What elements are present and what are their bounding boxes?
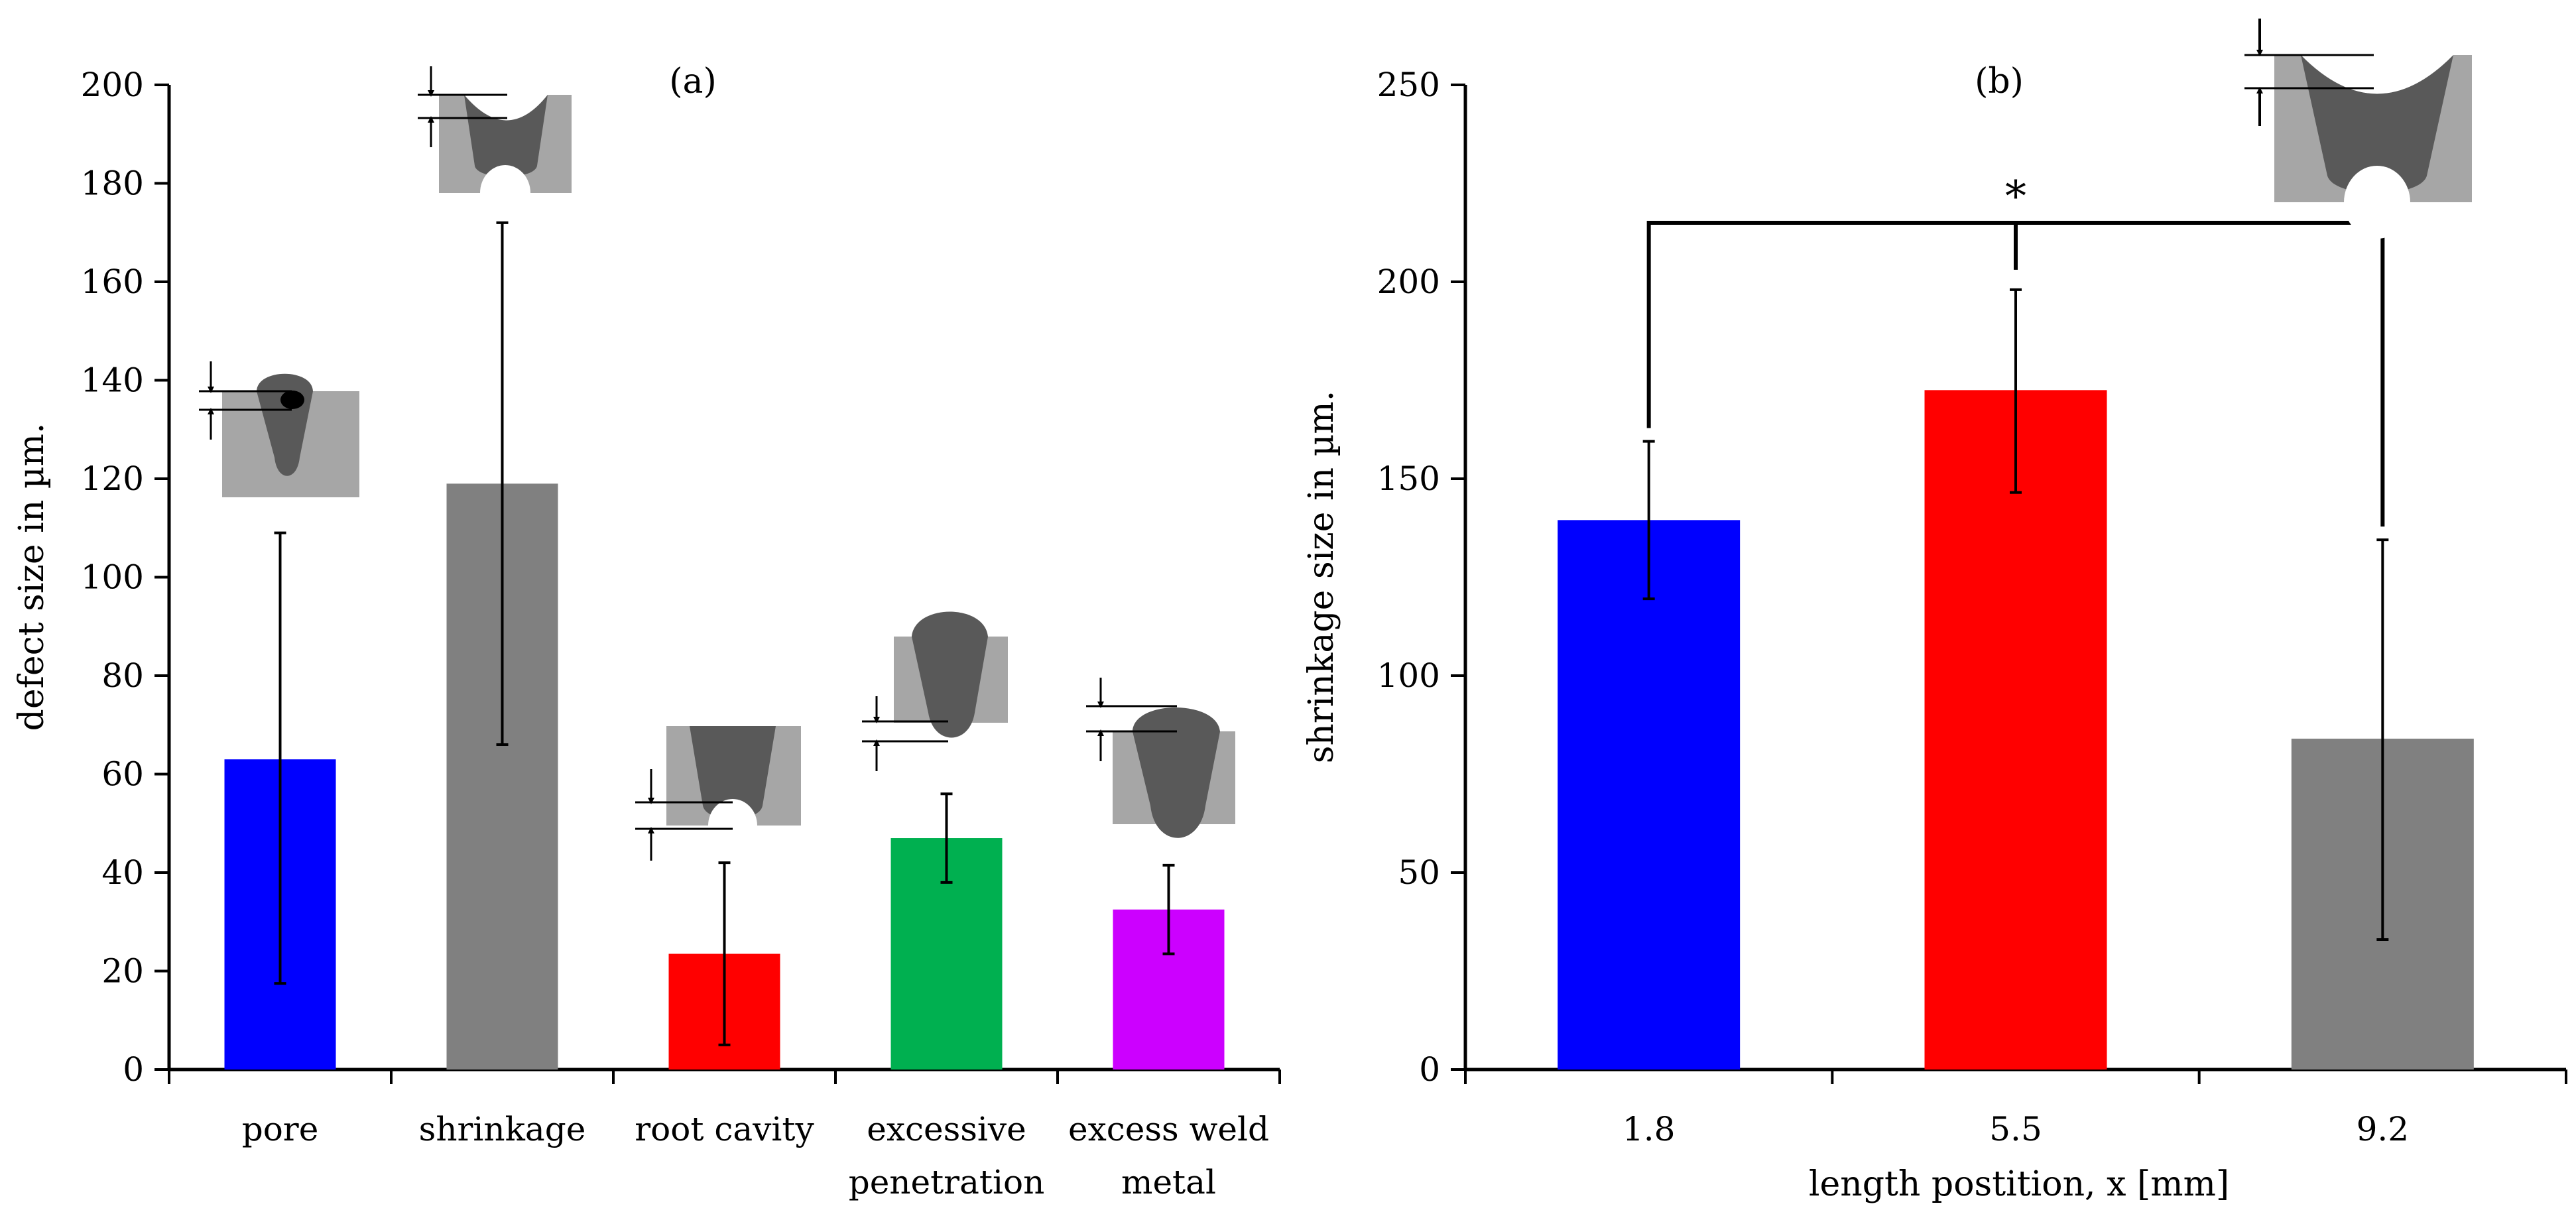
chart-b-y-ticks: 0 50 100 150 200 250 (1377, 66, 1465, 1089)
chart-b-error-bar-1 (2010, 288, 2022, 494)
chart-b-panel-label: (b) (1975, 62, 2024, 101)
chart-a-y-tick-label-5: 100 (81, 558, 144, 597)
chart-a-x-tick-label-1: shrinkage (419, 1110, 586, 1148)
shrinkage-schematic-icon (418, 66, 572, 221)
chart-b-x-tick-label-1: 5.5 (1989, 1110, 2042, 1148)
chart-a-y-tick-label-2: 40 (101, 853, 144, 892)
chart-a-y-tick-label-10: 200 (81, 66, 144, 104)
chart-a-error-bar-0 (274, 531, 286, 985)
chart-b-error-bar-0 (1642, 440, 1655, 601)
chart-b-x-tick-labels: 1.8 5.5 9.2 (1623, 1110, 2409, 1148)
chart-a-x-tick-label-2: root cavity (635, 1110, 814, 1148)
chart-a-y-tick-label-4: 80 (101, 656, 144, 695)
chart-a: 0 20 40 60 80 100 120 140 160 180 200 pore shrinkag… (12, 62, 1281, 1201)
chart-b-y-tick-label-5: 250 (1377, 66, 1440, 104)
chart-b-bar-0 (1558, 520, 1741, 1070)
chart-a-y-tick-label-9: 180 (81, 164, 144, 203)
chart-a-error-bar-4 (1162, 863, 1175, 955)
chart-a-x-tick-label-3-line-1: penetration (849, 1163, 1045, 1201)
chart-a-panel-label: (a) (669, 62, 717, 101)
chart-b-x-tick-label-0: 1.8 (1623, 1110, 1676, 1148)
chart-b: 0 50 100 150 200 250 1.8 5.5 9.2 * (b) length p… (1302, 19, 2567, 1204)
significance-star-label: * (2005, 172, 2026, 221)
chart-a-y-axis-title: defect size in µm. (12, 423, 52, 731)
chart-a-error-bar-2 (718, 861, 731, 1046)
excessive-penetration-schematic-icon (862, 611, 1008, 771)
chart-a-x-tick-label-4-line-0: excess weld (1068, 1110, 1269, 1148)
chart-a-x-tick-labels: pore shrinkage root cavity excessive penetra… (242, 1110, 1269, 1201)
shrinkage-schematic-large-icon (2244, 19, 2472, 239)
chart-a-error-bars (274, 221, 1175, 1046)
chart-a-y-tick-label-6: 120 (81, 460, 144, 498)
chart-b-x-tick-label-2: 9.2 (2357, 1110, 2410, 1148)
chart-a-error-bar-3 (940, 792, 953, 884)
excess-weld-metal-schematic-icon (1086, 678, 1235, 838)
chart-b-error-bars (1642, 288, 2389, 941)
chart-a-y-tick-label-1: 20 (101, 952, 144, 991)
chart-a-error-bar-1 (496, 221, 509, 746)
chart-b-bar-1 (1924, 390, 2107, 1070)
chart-a-x-tick-label-3-line-0: excessive (867, 1110, 1026, 1148)
chart-a-x-tick-label-0: pore (242, 1110, 319, 1148)
chart-b-x-axis-title: length postition, x [mm] (1809, 1164, 2229, 1204)
chart-a-y-ticks: 0 20 40 60 80 100 120 140 160 180 200 (81, 66, 169, 1089)
chart-b-y-axis-title: shrinkage size in µm. (1302, 391, 1341, 764)
chart-a-x-ticks (168, 1070, 1281, 1084)
chart-b-y-tick-label-4: 200 (1377, 263, 1440, 301)
chart-a-y-tick-label-7: 140 (81, 361, 144, 400)
root-cavity-schematic-icon (635, 726, 801, 861)
chart-b-x-ticks (1464, 1070, 2567, 1084)
chart-b-y-tick-label-2: 100 (1377, 656, 1440, 695)
pore-schematic-icon (199, 361, 359, 497)
chart-a-x-tick-label-4-line-1: metal (1121, 1163, 1216, 1201)
chart-b-y-tick-label-3: 150 (1377, 460, 1440, 498)
chart-b-y-tick-label-1: 50 (1398, 853, 1440, 892)
chart-b-significance-bracket: * (1646, 172, 2385, 527)
chart-a-y-tick-label-0: 0 (123, 1050, 144, 1089)
chart-a-y-tick-label-8: 160 (81, 263, 144, 301)
chart-a-y-tick-label-3: 60 (101, 755, 144, 794)
chart-b-y-tick-label-0: 0 (1419, 1050, 1440, 1089)
chart-b-error-bar-2 (2376, 538, 2389, 941)
